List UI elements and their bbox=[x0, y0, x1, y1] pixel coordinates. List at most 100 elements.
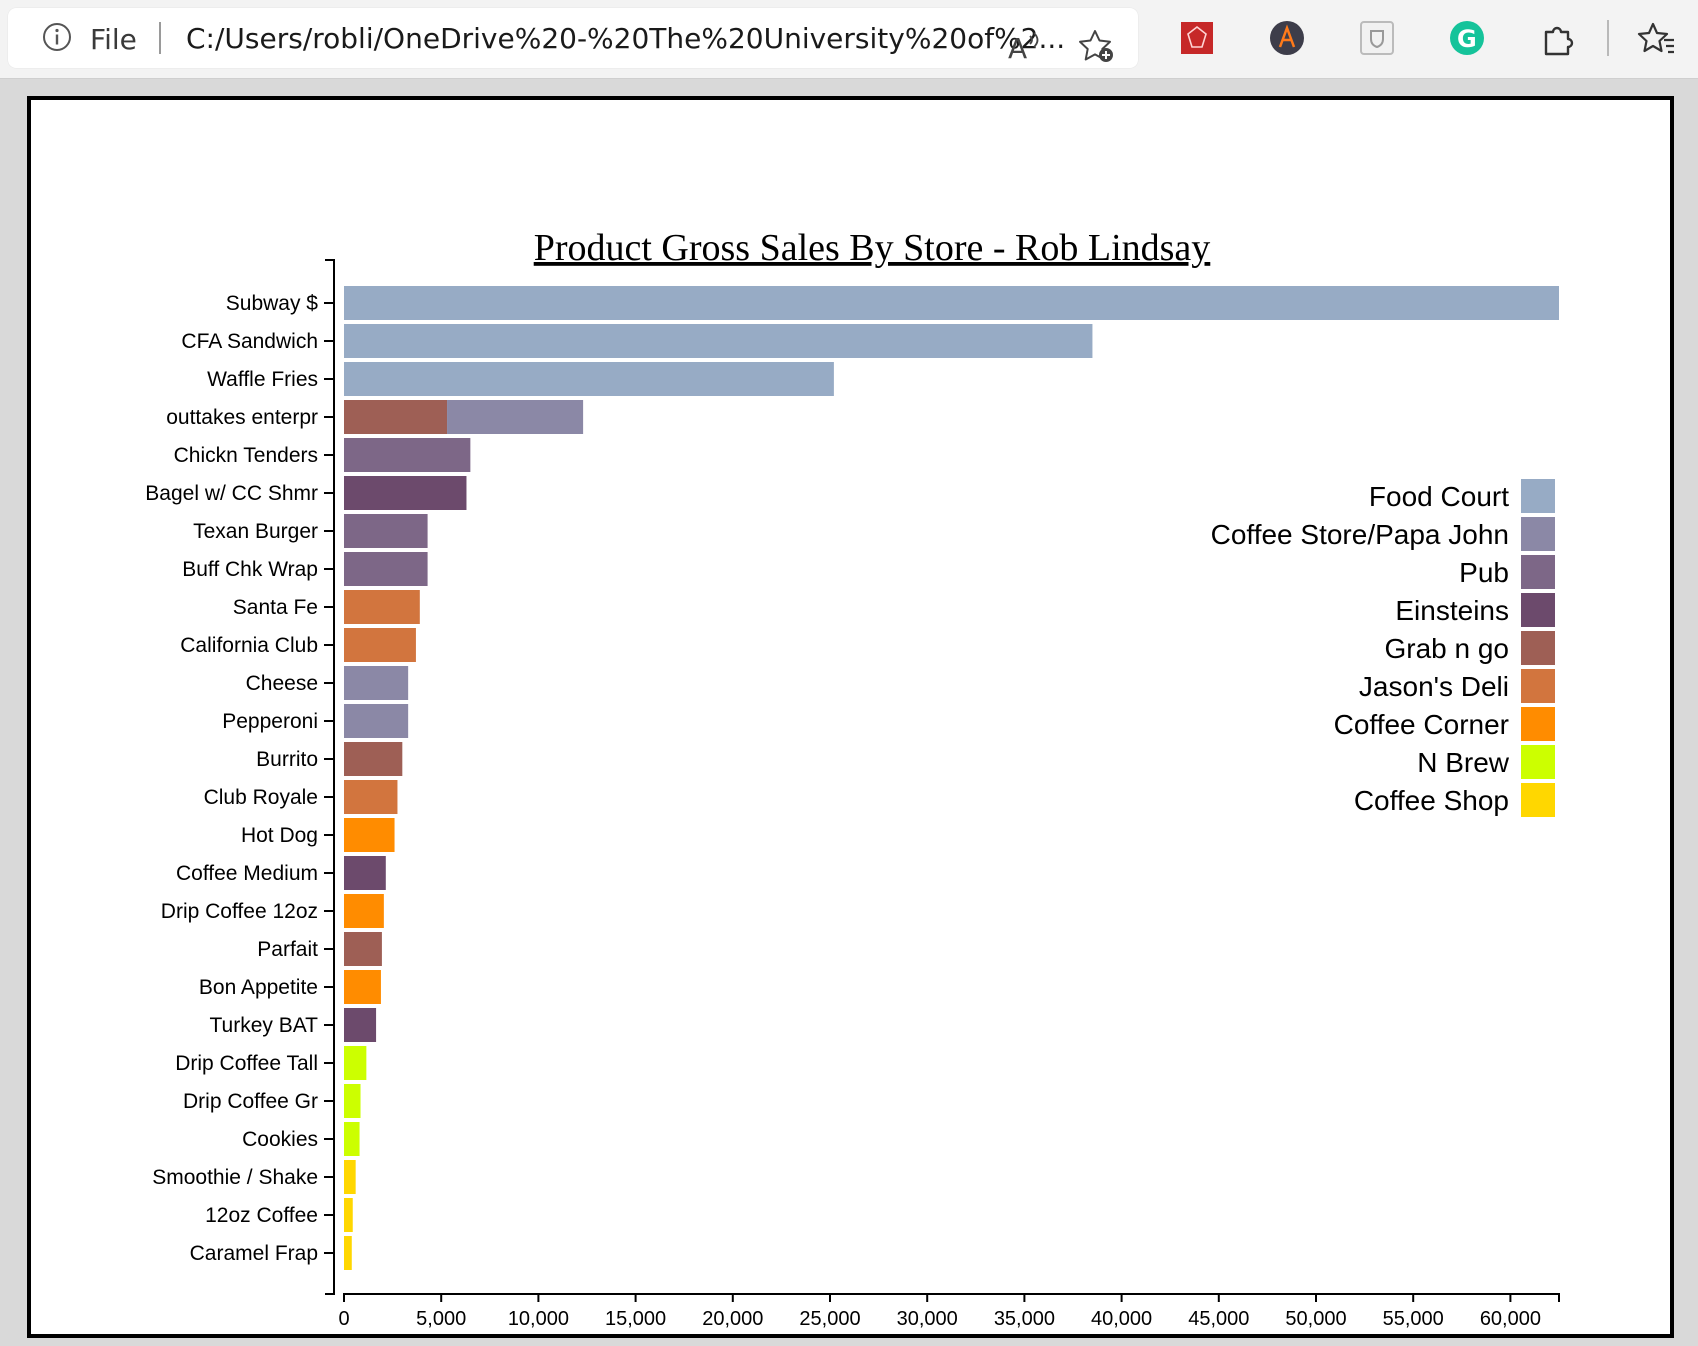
info-icon[interactable] bbox=[42, 22, 72, 52]
legend-label: Coffee Store/Papa John bbox=[1211, 519, 1509, 550]
legend-swatch bbox=[1521, 593, 1555, 627]
y-tick-label: Waffle Fries bbox=[207, 368, 318, 391]
legend-label: Einsteins bbox=[1395, 595, 1509, 626]
legend-swatch bbox=[1521, 479, 1555, 513]
extension-avast-icon[interactable] bbox=[1266, 17, 1308, 59]
x-tick-label: 5,000 bbox=[416, 1308, 466, 1330]
y-tick-label: Chickn Tenders bbox=[174, 444, 318, 467]
url-text[interactable]: C:/Users/robli/OneDrive%20-%20The%20Univ… bbox=[186, 22, 1066, 55]
legend-label: Pub bbox=[1459, 557, 1509, 588]
bar-segment bbox=[344, 1198, 353, 1232]
extensions-puzzle-icon[interactable] bbox=[1537, 17, 1579, 59]
extension-red-icon[interactable] bbox=[1176, 17, 1218, 59]
y-tick-label: Bagel w/ CC Shmr bbox=[145, 482, 318, 505]
x-tick-label: 25,000 bbox=[799, 1308, 860, 1330]
bar-segment bbox=[447, 400, 584, 434]
bar-segment bbox=[344, 1008, 377, 1042]
bar-segment bbox=[344, 894, 384, 928]
bar-segment bbox=[344, 628, 416, 662]
bar-segment bbox=[344, 742, 403, 776]
browser-toolbar: File C:/Users/robli/OneDrive%20-%20The%2… bbox=[0, 0, 1698, 79]
x-tick-label: 45,000 bbox=[1188, 1308, 1249, 1330]
favorites-icon[interactable] bbox=[1636, 17, 1678, 59]
legend-swatch bbox=[1521, 517, 1555, 551]
legend-label: Coffee Shop bbox=[1354, 785, 1509, 816]
y-tick-label: Club Royale bbox=[204, 786, 318, 809]
y-tick-label: Cookies bbox=[242, 1128, 318, 1151]
y-tick-label: Pepperoni bbox=[222, 710, 318, 733]
bar-segment bbox=[344, 1122, 360, 1156]
y-tick-label: Drip Coffee 12oz bbox=[161, 900, 318, 923]
legend-label: N Brew bbox=[1417, 747, 1510, 778]
y-tick-label: CFA Sandwich bbox=[181, 330, 318, 353]
toolbar-divider bbox=[1607, 20, 1609, 56]
bar-segment bbox=[344, 970, 381, 1004]
x-tick-label: 60,000 bbox=[1480, 1308, 1541, 1330]
bar-chart: Product Gross Sales By Store - Rob Linds… bbox=[145, 227, 1560, 1330]
x-tick-label: 40,000 bbox=[1091, 1308, 1152, 1330]
bar-segment bbox=[344, 476, 467, 510]
y-tick-label: Hot Dog bbox=[241, 824, 318, 847]
chart-title: Product Gross Sales By Store - Rob Linds… bbox=[534, 227, 1211, 269]
x-tick-label: 35,000 bbox=[994, 1308, 1055, 1330]
address-divider bbox=[159, 22, 161, 54]
x-tick-label: 15,000 bbox=[605, 1308, 666, 1330]
extension-shield-icon[interactable] bbox=[1356, 17, 1398, 59]
y-tick-label: Caramel Frap bbox=[190, 1242, 318, 1265]
bar-segment bbox=[344, 552, 428, 586]
legend-label: Jason's Deli bbox=[1359, 671, 1509, 702]
bar-segment bbox=[344, 514, 428, 548]
y-tick-label: Smoothie / Shake bbox=[152, 1166, 318, 1189]
y-tick-label: Coffee Medium bbox=[176, 862, 318, 885]
x-tick-label: 0 bbox=[338, 1308, 349, 1330]
legend-swatch bbox=[1521, 631, 1555, 665]
svg-text:G: G bbox=[1457, 25, 1477, 53]
y-tick-label: Turkey BAT bbox=[209, 1014, 318, 1037]
bar-segment bbox=[344, 286, 1559, 320]
chart-frame: Product Gross Sales By Store - Rob Linds… bbox=[27, 96, 1674, 1338]
y-tick-label: Buff Chk Wrap bbox=[182, 558, 318, 581]
bar-segment bbox=[344, 818, 395, 852]
grammarly-icon[interactable]: G bbox=[1446, 17, 1488, 59]
x-tick-label: 30,000 bbox=[897, 1308, 958, 1330]
y-tick-label: Drip Coffee Gr bbox=[183, 1090, 318, 1113]
bar-segment bbox=[344, 1046, 367, 1080]
legend-swatch bbox=[1521, 745, 1555, 779]
y-tick-label: Drip Coffee Tall bbox=[175, 1052, 318, 1075]
bar-segment bbox=[344, 780, 398, 814]
legend-swatch bbox=[1521, 669, 1555, 703]
bar-segment bbox=[344, 590, 420, 624]
bar-segment bbox=[344, 324, 1093, 358]
bar-segment bbox=[344, 856, 386, 890]
address-bar[interactable]: File C:/Users/robli/OneDrive%20-%20The%2… bbox=[8, 8, 1138, 68]
bar-segment bbox=[344, 1236, 352, 1270]
bar-segment bbox=[344, 932, 382, 966]
add-favorite-icon[interactable] bbox=[1076, 25, 1118, 67]
y-tick-label: Cheese bbox=[246, 672, 318, 695]
x-tick-label: 10,000 bbox=[508, 1308, 569, 1330]
read-aloud-icon[interactable]: A bbox=[1003, 25, 1045, 67]
legend-swatch bbox=[1521, 555, 1555, 589]
legend-swatch bbox=[1521, 707, 1555, 741]
x-tick-label: 20,000 bbox=[702, 1308, 763, 1330]
bar-segment bbox=[344, 400, 448, 434]
file-scheme-label: File bbox=[90, 23, 137, 56]
y-tick-label: Parfait bbox=[257, 938, 318, 961]
legend-swatch bbox=[1521, 783, 1555, 817]
y-tick-label: California Club bbox=[180, 634, 318, 657]
legend-label: Grab n go bbox=[1384, 633, 1509, 664]
y-tick-label: Burrito bbox=[256, 748, 318, 771]
x-tick-label: 55,000 bbox=[1383, 1308, 1444, 1330]
bar-segment bbox=[344, 438, 471, 472]
y-tick-label: Bon Appetite bbox=[199, 976, 318, 999]
legend-label: Food Court bbox=[1369, 481, 1509, 512]
bar-segment bbox=[344, 1084, 361, 1118]
bar-segment bbox=[344, 362, 834, 396]
x-tick-label: 50,000 bbox=[1285, 1308, 1346, 1330]
legend-label: Coffee Corner bbox=[1334, 709, 1509, 740]
y-tick-label: Texan Burger bbox=[193, 520, 318, 543]
svg-text:A: A bbox=[1008, 32, 1027, 62]
y-tick-label: outtakes enterpr bbox=[166, 406, 318, 429]
bar-segment bbox=[344, 704, 409, 738]
x-axis-line bbox=[343, 1293, 1560, 1302]
